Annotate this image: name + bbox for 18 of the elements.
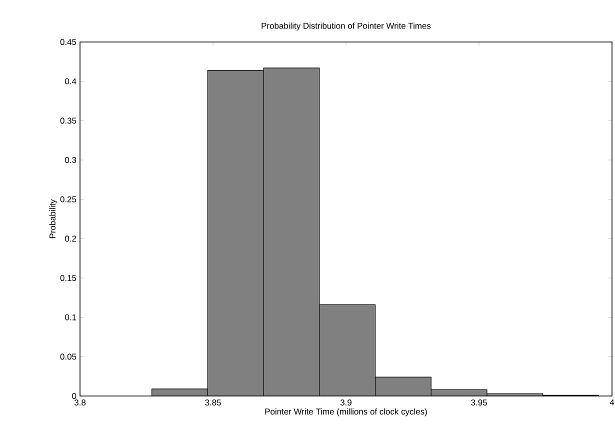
x-tick-label: 3.8 <box>74 400 86 406</box>
y-tick-label: 0.3 <box>65 156 76 163</box>
x-axis-title: Pointer Write Time (millions of clock cycles) <box>265 408 427 416</box>
y-tick-label: 0.45 <box>60 38 76 45</box>
x-tick-label: 3.9 <box>340 400 352 406</box>
x-tick-label: 3.85 <box>205 400 221 406</box>
y-tick-label: 0.35 <box>60 118 76 124</box>
y-tick-label: 0.15 <box>60 274 76 281</box>
y-tick-label: 0.4 <box>65 78 76 84</box>
y-tick-label: 0 <box>72 392 76 399</box>
y-tick-label: 0.1 <box>65 314 76 320</box>
y-tick-label: 0.05 <box>60 354 76 360</box>
x-tick-label: 3.95 <box>471 400 487 406</box>
y-tick-label: 0.2 <box>65 236 76 242</box>
x-tick-label: 4 <box>610 400 614 406</box>
y-tick-label: 0.25 <box>60 196 76 202</box>
y-axis-title: Probability <box>49 199 58 238</box>
chart-title: Probability Distribution of Pointer Write Times <box>262 22 431 30</box>
